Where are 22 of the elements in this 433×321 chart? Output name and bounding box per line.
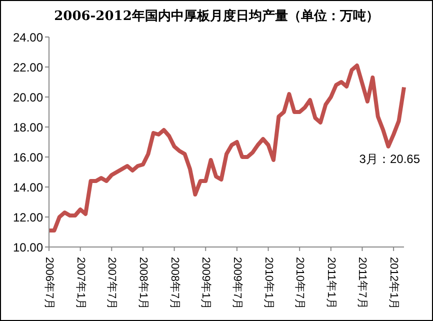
y-tick-label: 12.00 bbox=[12, 210, 44, 224]
x-tick-label: 2009年1月 bbox=[200, 257, 212, 310]
x-tick-label: 2010年7月 bbox=[294, 257, 306, 310]
annotation: 3月：20.65 bbox=[359, 151, 420, 168]
x-tick-label: 2010年1月 bbox=[262, 257, 274, 310]
x-tick-label: 2006年7月 bbox=[43, 257, 55, 310]
x-tick-label: 2008年7月 bbox=[168, 257, 180, 310]
y-tick-label: 14.00 bbox=[12, 180, 44, 194]
x-tick-label: 2007年1月 bbox=[74, 257, 86, 310]
chart-title: 2006-2012年国内中厚板月度日均产量（单位：万吨） bbox=[53, 8, 380, 25]
x-tick-label: 2011年1月 bbox=[324, 257, 337, 309]
x-tick-label: 2007年7月 bbox=[106, 257, 118, 310]
y-tick-label: 10.00 bbox=[12, 240, 44, 254]
x-tick-label: 2012年1月 bbox=[388, 257, 400, 310]
x-tick-label: 2008年1月 bbox=[136, 257, 149, 310]
x-tick-label: 2009年7月 bbox=[230, 257, 243, 310]
y-tick-label: 18.00 bbox=[12, 120, 44, 134]
x-tick-label: 2011年7月 bbox=[356, 257, 368, 309]
y-tick-label: 20.00 bbox=[12, 90, 44, 104]
y-tick-label: 22.00 bbox=[12, 60, 44, 74]
y-tick-label: 16.00 bbox=[12, 150, 44, 164]
y-tick-label: 24.00 bbox=[12, 30, 44, 44]
